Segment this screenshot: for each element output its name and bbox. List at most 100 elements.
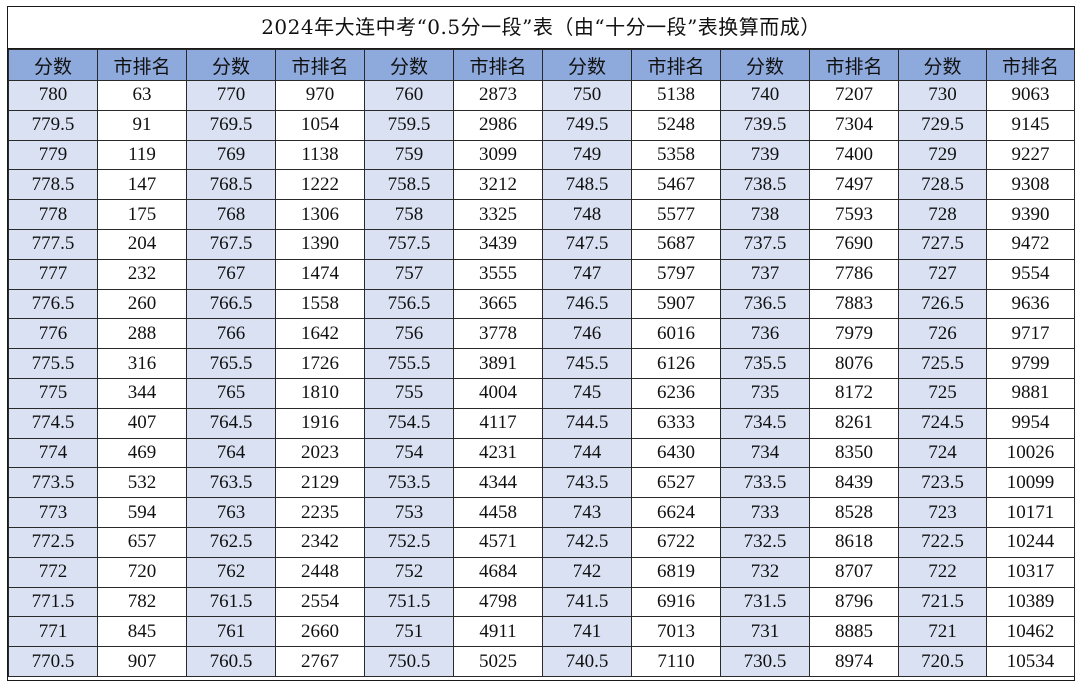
- rank-cell: 9472: [986, 228, 1075, 260]
- score-cell: 759: [364, 139, 454, 171]
- score-cell: 752.5: [364, 526, 454, 558]
- header-score: 分数: [720, 49, 810, 81]
- rank-cell: 1138: [275, 139, 365, 171]
- score-cell: 777.5: [8, 228, 98, 260]
- score-cell: 727: [898, 258, 987, 290]
- rank-cell: 5025: [453, 646, 543, 677]
- score-cell: 733.5: [720, 467, 810, 499]
- table-row: 776.5 260 766.5 1558 756.5 3665 746.5 5907 736.5…: [8, 288, 1075, 320]
- header-score: 分数: [542, 49, 632, 81]
- score-cell: 749: [542, 139, 632, 171]
- score-cell: 766.5: [186, 288, 276, 320]
- rank-cell: 720: [97, 556, 187, 588]
- score-cell: 775: [8, 377, 98, 409]
- rank-cell: 7593: [809, 199, 899, 230]
- rank-cell: 1222: [275, 169, 365, 201]
- score-cell: 776.5: [8, 288, 98, 320]
- rank-cell: 2342: [275, 526, 365, 558]
- rank-cell: 1916: [275, 407, 365, 439]
- score-cell: 779: [8, 139, 98, 171]
- rank-cell: 9881: [986, 377, 1075, 409]
- rank-cell: 4911: [453, 616, 543, 648]
- score-cell: 765.5: [186, 348, 276, 379]
- score-cell: 767.5: [186, 228, 276, 260]
- score-rank-sheet: 2024年大连中考“0.5分一段”表（由“十分一段”表换算而成） 分数 市排名 …: [7, 6, 1075, 681]
- rank-cell: 4344: [453, 467, 543, 499]
- header-row: 分数 市排名 分数 市排名 分数 市排名 分数 市排名 分数 市排名 分数 市排…: [8, 49, 1075, 81]
- rank-cell: 8261: [809, 407, 899, 439]
- rank-cell: 8076: [809, 348, 899, 379]
- rank-cell: 9554: [986, 258, 1075, 290]
- rank-cell: 1726: [275, 348, 365, 379]
- rank-cell: 6624: [631, 497, 721, 528]
- rank-cell: 4684: [453, 556, 543, 588]
- score-cell: 737: [720, 258, 810, 290]
- rank-cell: 1558: [275, 288, 365, 320]
- score-cell: 771.5: [8, 586, 98, 618]
- score-cell: 774: [8, 437, 98, 469]
- rank-cell: 9717: [986, 318, 1075, 350]
- score-cell: 753.5: [364, 467, 454, 499]
- rank-cell: 2554: [275, 586, 365, 618]
- score-cell: 749.5: [542, 109, 632, 141]
- header-score: 分数: [8, 49, 98, 81]
- rank-cell: 8796: [809, 586, 899, 618]
- rank-cell: 8528: [809, 497, 899, 528]
- rank-cell: 8350: [809, 437, 899, 469]
- score-cell: 756: [364, 318, 454, 350]
- score-cell: 773: [8, 497, 98, 528]
- rank-cell: 2448: [275, 556, 365, 588]
- rank-cell: 3212: [453, 169, 543, 201]
- score-cell: 757.5: [364, 228, 454, 260]
- table-row: 770.5 907 760.5 2767 750.5 5025 740.5 7110 730.5…: [8, 646, 1075, 677]
- rank-cell: 260: [97, 288, 187, 320]
- table-row: 778.5 147 768.5 1222 758.5 3212 748.5 5467 738.5…: [8, 169, 1075, 201]
- score-cell: 766: [186, 318, 276, 350]
- score-cell: 758: [364, 199, 454, 230]
- rank-cell: 6236: [631, 377, 721, 409]
- score-cell: 774.5: [8, 407, 98, 439]
- score-cell: 723.5: [898, 467, 987, 499]
- score-cell: 770: [186, 80, 276, 111]
- score-cell: 750.5: [364, 646, 454, 677]
- score-cell: 770.5: [8, 646, 98, 677]
- rank-cell: 10171: [986, 497, 1075, 528]
- rank-cell: 5907: [631, 288, 721, 320]
- score-cell: 775.5: [8, 348, 98, 379]
- rank-cell: 344: [97, 377, 187, 409]
- score-cell: 735.5: [720, 348, 810, 379]
- rank-cell: 9145: [986, 109, 1075, 141]
- score-cell: 722.5: [898, 526, 987, 558]
- score-cell: 741.5: [542, 586, 632, 618]
- score-cell: 768: [186, 199, 276, 230]
- rank-cell: 8172: [809, 377, 899, 409]
- table-row: 773 594 763 2235 753 4458 743 6624 733 8528 723 101…: [8, 497, 1075, 528]
- rank-cell: 1054: [275, 109, 365, 141]
- header-score: 分数: [186, 49, 276, 81]
- rank-cell: 5687: [631, 228, 721, 260]
- score-cell: 723: [898, 497, 987, 528]
- rank-cell: 594: [97, 497, 187, 528]
- rank-cell: 288: [97, 318, 187, 350]
- rank-cell: 9308: [986, 169, 1075, 201]
- table-row: 774.5 407 764.5 1916 754.5 4117 744.5 6333 734.5…: [8, 407, 1075, 439]
- score-cell: 764.5: [186, 407, 276, 439]
- table-body: 780 63 770 970 760 2873 750 5138 740 7207 730 9063 7…: [8, 80, 1075, 677]
- rank-cell: 10317: [986, 556, 1075, 588]
- rank-cell: 4117: [453, 407, 543, 439]
- score-cell: 778: [8, 199, 98, 230]
- score-cell: 725.5: [898, 348, 987, 379]
- rank-cell: 8885: [809, 616, 899, 648]
- rank-cell: 8618: [809, 526, 899, 558]
- score-cell: 768.5: [186, 169, 276, 201]
- score-cell: 747: [542, 258, 632, 290]
- rank-cell: 970: [275, 80, 365, 111]
- rank-cell: 7400: [809, 139, 899, 171]
- rank-cell: 7013: [631, 616, 721, 648]
- rank-cell: 5577: [631, 199, 721, 230]
- table-row: 778 175 768 1306 758 3325 748 5577 738 7593 728 939…: [8, 199, 1075, 230]
- rank-cell: 9063: [986, 80, 1075, 111]
- score-cell: 764: [186, 437, 276, 469]
- rank-cell: 9799: [986, 348, 1075, 379]
- score-cell: 742: [542, 556, 632, 588]
